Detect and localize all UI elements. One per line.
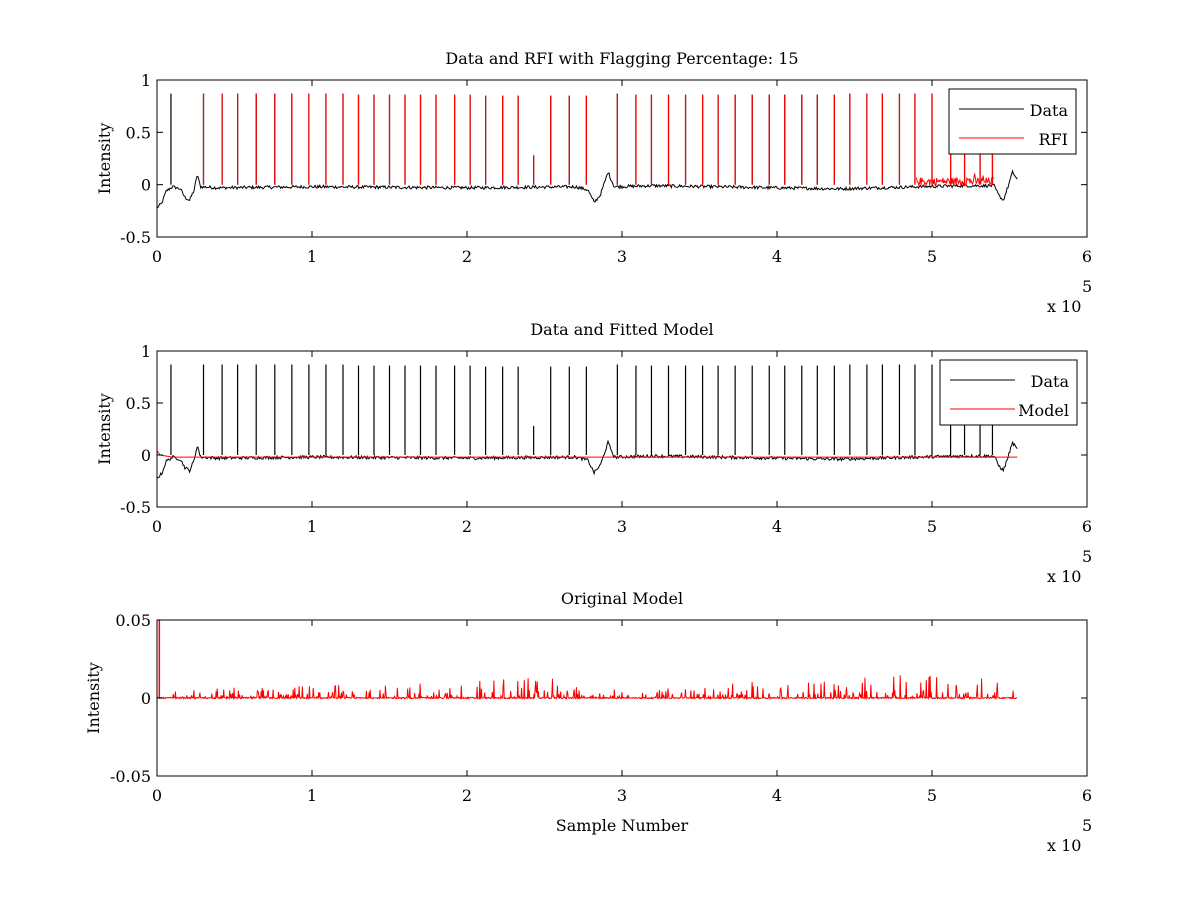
- x-tick-label: 4: [772, 786, 782, 805]
- y-tick-label: 0: [141, 176, 151, 195]
- x-axis: 0 1 2 3 4 5 6x 105: [152, 80, 1092, 316]
- y-tick-label: -0.5: [120, 498, 151, 517]
- plot-area: [157, 364, 1018, 479]
- y-tick-label: 1: [141, 342, 151, 361]
- y-tick-label: 0: [141, 446, 151, 465]
- x-multiplier-exponent: 5: [1082, 547, 1092, 566]
- data-line: [157, 169, 1018, 209]
- y-tick-label: 0.05: [115, 611, 151, 630]
- x-axis: 0 1 2 3 4 5 6x 105: [152, 620, 1092, 855]
- y-tick-label: 1: [141, 71, 151, 90]
- x-multiplier-label: x 10: [1047, 297, 1081, 316]
- x-tick-label: 6: [1082, 247, 1092, 266]
- series-rfi: [202, 93, 995, 188]
- x-tick-label: 4: [772, 517, 782, 536]
- x-tick-label: 5: [927, 517, 937, 536]
- legend-label: RFI: [1039, 130, 1068, 149]
- plot-area: [157, 620, 1018, 701]
- series-data: [157, 364, 1018, 479]
- y-axis-label: Intensity: [84, 662, 103, 734]
- x-tick-label: 4: [772, 247, 782, 266]
- legend: Data RFI: [948, 88, 1077, 155]
- y-axis: -0.05 0 0.05: [110, 611, 1087, 786]
- x-tick-label: 0: [152, 517, 162, 536]
- x-axis-label: Sample Number: [556, 816, 689, 835]
- legend-label: Model: [1018, 401, 1069, 420]
- y-axis: -0.5 0 0.5 1: [120, 71, 1087, 247]
- x-multiplier-label: x 10: [1047, 567, 1081, 586]
- legend: Data Model: [939, 359, 1078, 426]
- data-line: [157, 439, 1018, 479]
- x-tick-label: 2: [462, 517, 472, 536]
- x-tick-label: 5: [927, 786, 937, 805]
- x-tick-label: 1: [307, 247, 317, 266]
- y-tick-label: 0: [141, 689, 151, 708]
- x-tick-label: 3: [617, 786, 627, 805]
- x-multiplier-exponent: 5: [1082, 816, 1092, 835]
- series-model: [157, 620, 1018, 701]
- series-model: [157, 450, 1018, 458]
- series-data: [157, 93, 1018, 209]
- legend-label: Data: [1030, 101, 1069, 120]
- legend-box: [939, 359, 1078, 426]
- x-tick-label: 0: [152, 786, 162, 805]
- rfi-burst: [916, 173, 995, 188]
- x-tick-label: 5: [927, 247, 937, 266]
- y-axis: -0.5 0 0.5 1: [120, 342, 1087, 517]
- x-axis: 0 1 2 3 4 5 6x 105: [152, 351, 1092, 586]
- chart-title: Data and RFI with Flagging Percentage: 1…: [445, 49, 798, 68]
- y-tick-label: 0.5: [126, 123, 151, 142]
- x-tick-label: 3: [617, 517, 627, 536]
- plot-area: [157, 93, 1018, 209]
- y-tick-label: -0.05: [110, 767, 151, 786]
- x-multiplier-exponent: 5: [1082, 277, 1092, 296]
- model-line: [157, 450, 1018, 458]
- x-tick-label: 2: [462, 786, 472, 805]
- x-tick-label: 6: [1082, 786, 1092, 805]
- y-tick-label: -0.5: [120, 228, 151, 247]
- legend-box: [948, 88, 1077, 155]
- axes-box: [156, 79, 1088, 238]
- y-axis-label: Intensity: [95, 123, 114, 195]
- x-tick-label: 2: [462, 247, 472, 266]
- model-noise: [157, 675, 1018, 701]
- chart-title: Original Model: [561, 589, 683, 608]
- x-multiplier-label: x 10: [1047, 836, 1081, 855]
- x-tick-label: 3: [617, 247, 627, 266]
- legend-label: Data: [1031, 372, 1070, 391]
- x-tick-label: 6: [1082, 517, 1092, 536]
- chart-title: Data and Fitted Model: [530, 320, 713, 339]
- x-tick-label: 1: [307, 517, 317, 536]
- y-tick-label: 0.5: [126, 394, 151, 413]
- x-tick-label: 1: [307, 786, 317, 805]
- x-tick-label: 0: [152, 247, 162, 266]
- y-axis-label: Intensity: [95, 393, 114, 465]
